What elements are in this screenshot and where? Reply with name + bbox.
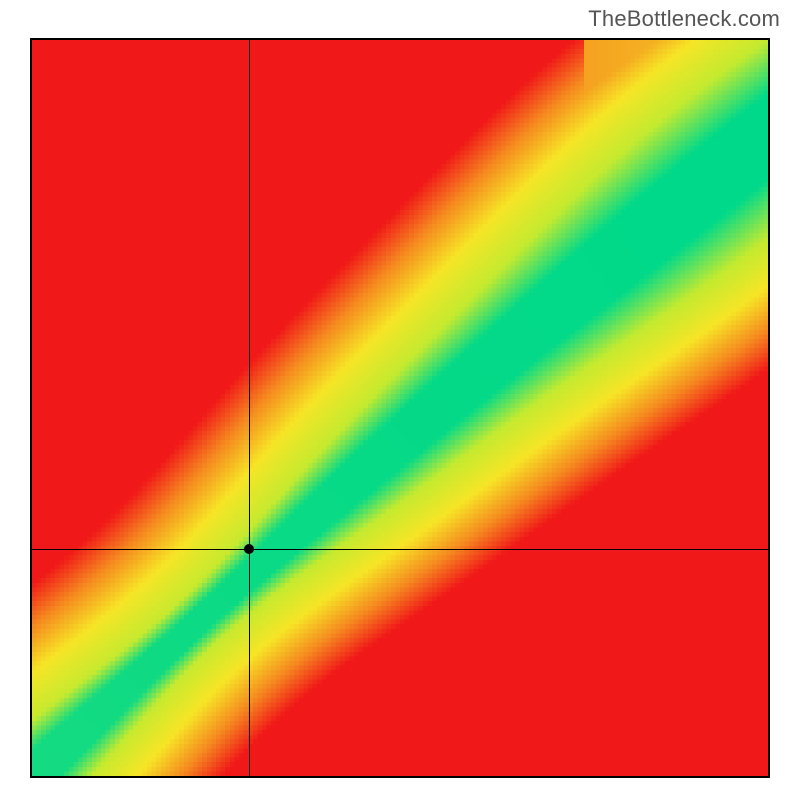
- plot-area: [30, 38, 770, 778]
- heatmap-canvas: [32, 40, 768, 776]
- crosshair-horizontal: [32, 549, 768, 550]
- watermark-text: TheBottleneck.com: [588, 6, 780, 32]
- crosshair-vertical: [249, 40, 250, 776]
- figure-container: TheBottleneck.com: [0, 0, 800, 800]
- crosshair-marker: [244, 544, 254, 554]
